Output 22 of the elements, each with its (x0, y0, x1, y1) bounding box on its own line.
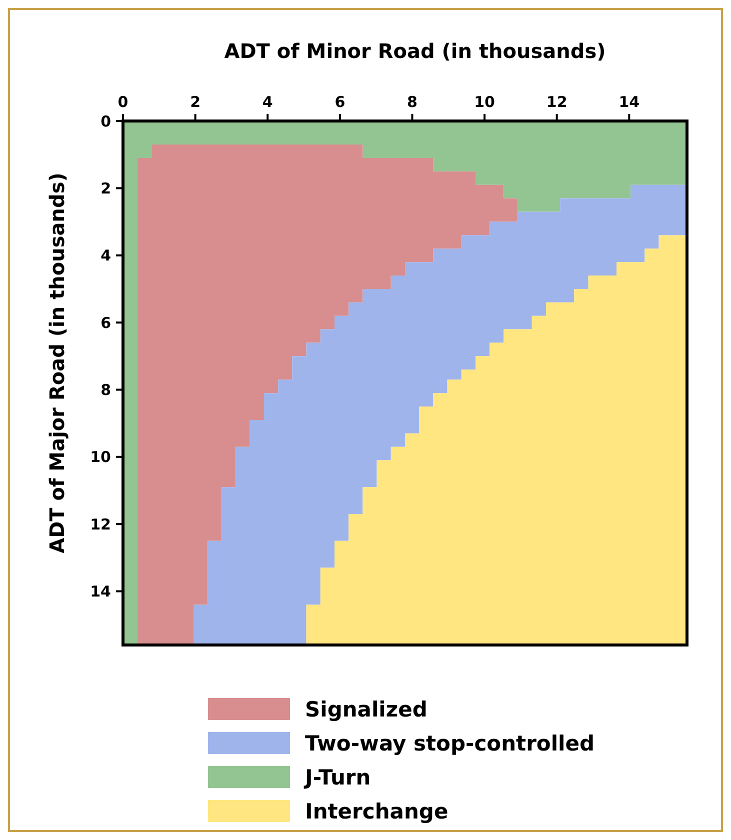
y-tick-label: 2 (100, 179, 111, 198)
y-tick-label: 0 (100, 112, 111, 130)
chart-title: ADT of Minor Road (in thousands) (224, 39, 606, 63)
x-tick-label: 6 (334, 93, 346, 111)
y-tick-label: 14 (90, 582, 111, 601)
y-tick-label: 12 (90, 515, 111, 534)
x-tick-label: 14 (618, 93, 640, 111)
x-tick-label: 0 (118, 93, 128, 111)
x-tick-label: 2 (190, 93, 201, 111)
y-tick-label: 4 (100, 246, 111, 265)
x-tick-label: 8 (407, 93, 418, 111)
legend-label: Two-way stop-controlled (305, 731, 595, 756)
legend-label: Signalized (305, 697, 428, 722)
y-tick-label: 8 (100, 380, 111, 399)
y-tick-label: 6 (100, 314, 111, 332)
y-axis-title: ADT of Major Road (in thousands) (45, 172, 69, 554)
y-tick-label: 10 (90, 448, 111, 466)
legend-label: Interchange (305, 799, 448, 824)
x-tick-label: 4 (262, 93, 273, 111)
legend-label: J-Turn (303, 765, 371, 790)
x-tick-label: 12 (546, 93, 568, 111)
x-tick-label: 10 (474, 93, 495, 111)
